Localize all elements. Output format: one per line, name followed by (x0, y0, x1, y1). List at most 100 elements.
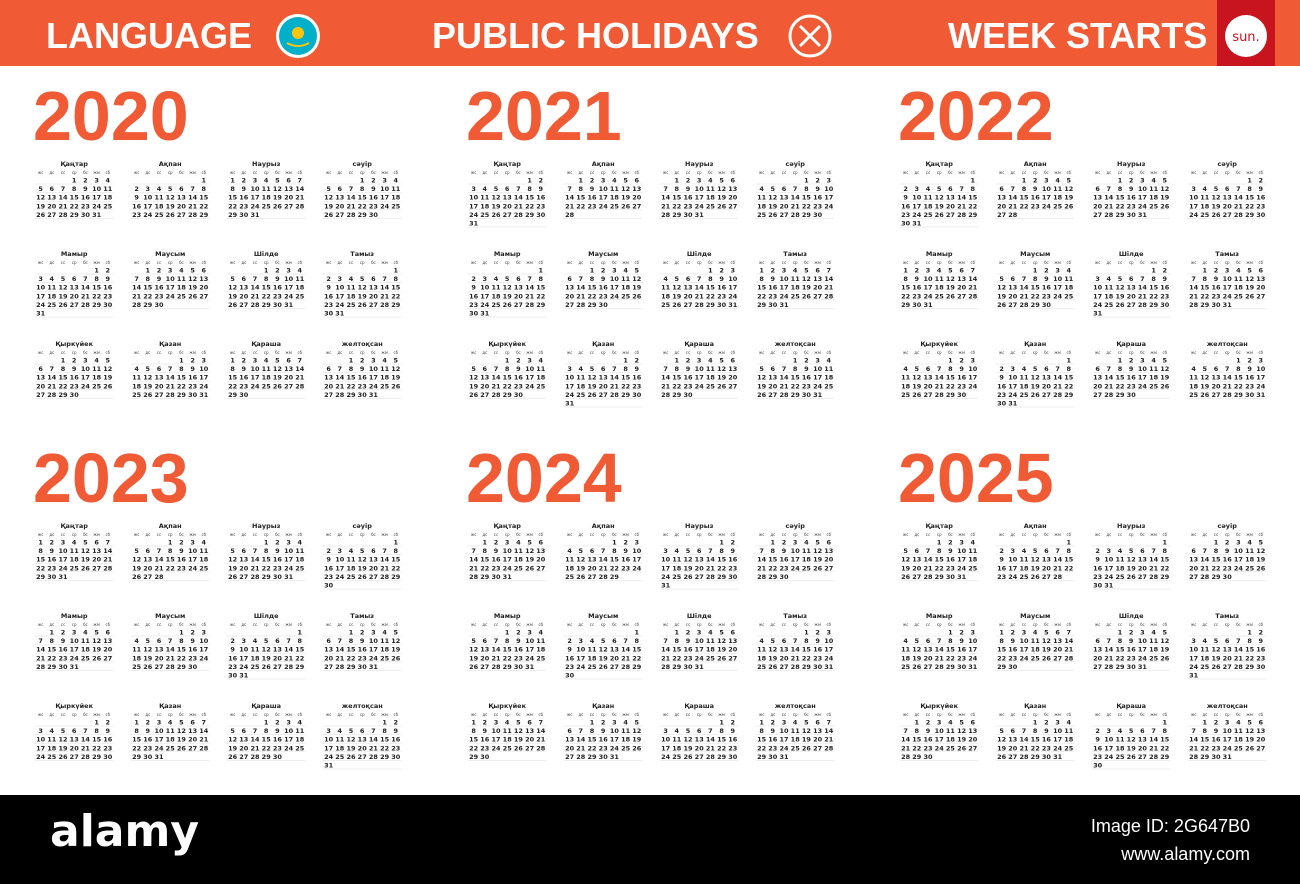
day-number: 8 (1033, 275, 1038, 283)
day-number: 1 (937, 539, 942, 547)
day-number: 12 (36, 194, 45, 202)
weekday-label: ср (72, 170, 77, 175)
day-number: 11 (81, 637, 91, 645)
day-number: 23 (768, 744, 777, 752)
day-number: 21 (199, 736, 209, 744)
day-number: 25 (346, 301, 356, 309)
day-number: 3 (1055, 267, 1060, 275)
day-number: 23 (1042, 744, 1051, 752)
day-number: 1 (72, 177, 77, 185)
day-number: 9 (50, 547, 55, 555)
day-number: 21 (661, 654, 671, 662)
day-number: 11 (791, 275, 801, 283)
day-number: 10 (1138, 185, 1148, 193)
month-name: Тамыз (350, 612, 374, 620)
day-number: 1 (179, 357, 184, 365)
day-number: 27 (514, 301, 523, 309)
day-number: 11 (346, 556, 356, 564)
day-number: 1 (1033, 719, 1038, 727)
day-number: 5 (1163, 629, 1168, 637)
day-number: 16 (1008, 646, 1018, 654)
day-number: 1 (264, 267, 269, 275)
day-number: 7 (253, 547, 258, 555)
day-number: 6 (731, 357, 736, 365)
day-number: 4 (1067, 719, 1072, 727)
weekday-label: дс (482, 260, 487, 265)
day-number: 12 (587, 374, 596, 382)
weekday-label: дс (1010, 712, 1015, 717)
day-number: 1 (804, 629, 809, 637)
day-number: 7 (371, 727, 376, 735)
day-number: 29 (132, 753, 142, 761)
day-number: 24 (1138, 654, 1148, 662)
weekday-label: жс (1095, 712, 1101, 717)
day-number: 23 (491, 564, 500, 572)
weekday-label: ср (793, 350, 798, 355)
day-number: 6 (926, 637, 931, 645)
day-number: 13 (813, 275, 822, 283)
day-number: 8 (804, 185, 809, 193)
day-number: 25 (901, 391, 911, 399)
day-number: 21 (1223, 382, 1233, 390)
day-number: 5 (1129, 727, 1134, 735)
weekday-label: жм (622, 712, 629, 717)
day-number: 4 (793, 267, 798, 275)
day-number: 27 (92, 564, 101, 572)
day-number: 28 (132, 301, 142, 309)
day-number: 4 (708, 177, 713, 185)
day-number: 18 (92, 374, 102, 382)
weekday-label: сб (393, 712, 398, 717)
day-number: 10 (284, 547, 294, 555)
day-number: 8 (264, 547, 269, 555)
weekday-label: дс (241, 712, 246, 717)
day-number: 27 (1223, 663, 1232, 671)
weekday-label: сб (393, 170, 398, 175)
day-number: 8 (971, 185, 976, 193)
day-number: 29 (47, 663, 57, 671)
weekday-label: жс (230, 532, 236, 537)
day-number: 4 (903, 365, 908, 373)
day-number: 5 (349, 727, 354, 735)
day-number: 27 (480, 391, 489, 399)
weekday-label: жм (958, 260, 965, 265)
day-number: 25 (576, 391, 586, 399)
day-number: 6 (948, 185, 953, 193)
weekday-label: жм (1054, 170, 1061, 175)
day-number: 5 (579, 547, 584, 555)
day-number: 18 (380, 646, 390, 654)
day-number: 11 (1200, 646, 1210, 654)
day-number: 22 (177, 654, 186, 662)
day-number: 30 (273, 301, 283, 309)
day-number: 5 (1214, 637, 1219, 645)
day-number: 18 (536, 374, 546, 382)
day-number: 22 (1245, 202, 1254, 210)
day-number: 23 (632, 382, 641, 390)
day-number: 18 (480, 202, 490, 210)
day-number: 2 (146, 719, 151, 727)
weekday-label: жм (93, 532, 100, 537)
day-number: 5 (804, 719, 809, 727)
weekday-label: жм (189, 712, 196, 717)
day-number: 30 (813, 663, 823, 671)
day-number: 12 (901, 556, 910, 564)
weekday-label: сс (1118, 260, 1122, 265)
day-number: 19 (901, 564, 911, 572)
day-number: 26 (912, 663, 922, 671)
day-number: 23 (228, 663, 237, 671)
day-number: 7 (83, 727, 88, 735)
day-number: 15 (262, 736, 272, 744)
day-number: 4 (72, 539, 77, 547)
weekday-label: бс (371, 350, 376, 355)
day-number: 11 (587, 646, 597, 654)
weekday-label: бс (1236, 170, 1241, 175)
day-number: 17 (695, 194, 704, 202)
day-number: 5 (230, 727, 235, 735)
day-number: 29 (1211, 573, 1221, 581)
day-number: 7 (612, 365, 617, 373)
day-number: 29 (503, 391, 513, 399)
day-number: 10 (199, 365, 209, 373)
day-number: 1 (1033, 267, 1038, 275)
day-number: 8 (1214, 547, 1219, 555)
day-number: 11 (491, 284, 501, 292)
day-number: 3 (94, 177, 99, 185)
